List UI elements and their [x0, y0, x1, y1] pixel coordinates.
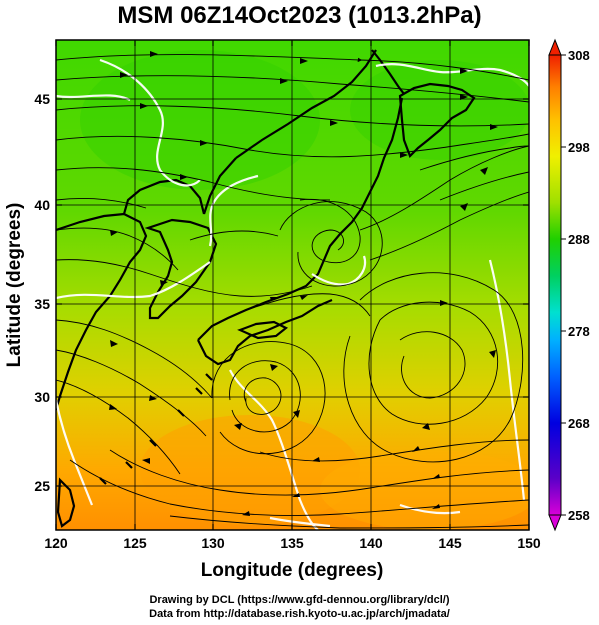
y-axis-label: Latitude (degrees) [4, 203, 25, 368]
colorbar-tick-label: 278 [568, 324, 590, 339]
grid-lines [56, 40, 529, 530]
colorbar-tick-label: 288 [568, 232, 590, 247]
y-tick-label: 40 [34, 197, 50, 213]
credit-data-source: Data from http://database.rish.kyoto-u.a… [149, 608, 450, 620]
warm-region [140, 415, 360, 525]
colorbar-max-triangle [548, 38, 562, 56]
map-title: MSM 06Z14Oct2023 (1013.2hPa) [117, 2, 482, 29]
temperature-contours [56, 58, 529, 530]
x-tick-label: 150 [517, 535, 541, 551]
cool-region [80, 50, 320, 190]
colorbar-tick-label: 258 [568, 508, 590, 523]
y-axis: 25 30 35 40 45 Latitude (degrees) [4, 91, 529, 494]
x-axis-label: Longitude (degrees) [201, 560, 384, 581]
y-tick-label: 25 [34, 478, 50, 494]
y-tick-label: 35 [34, 296, 50, 312]
warm-region [320, 450, 529, 530]
colorbar-ramp [548, 54, 562, 516]
cool-region [350, 60, 529, 160]
y-tick-label: 30 [34, 389, 50, 405]
x-tick-label: 135 [280, 535, 304, 551]
colorbar-tick-label: 308 [568, 48, 590, 63]
y-tick-label: 45 [34, 91, 50, 107]
x-tick-label: 145 [438, 535, 462, 551]
flow-arrows [109, 51, 498, 516]
colorbar-tick-label: 268 [568, 416, 590, 431]
x-tick-label: 140 [359, 535, 383, 551]
colorbar-tick-label: 298 [568, 140, 590, 155]
x-tick-label: 125 [123, 535, 147, 551]
x-tick-label: 130 [201, 535, 225, 551]
x-tick-label: 120 [44, 535, 68, 551]
colorbar-min-triangle [548, 514, 562, 532]
credit-drawing: Drawing by DCL (https://www.gfd-dennou.o… [149, 594, 450, 606]
colorbar: 308 298 288 278 268 258 [548, 38, 590, 532]
x-axis: 120 125 130 135 140 145 150 Longitude (d… [44, 40, 541, 581]
